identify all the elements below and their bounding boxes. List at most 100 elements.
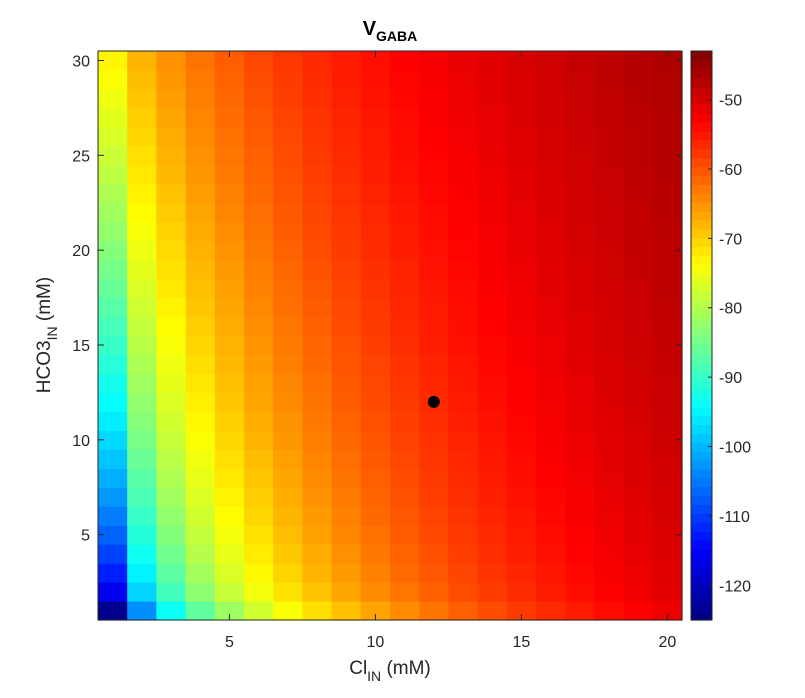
colorbar-segment [691, 424, 712, 434]
heatmap-cell [477, 392, 508, 412]
heatmap-cell [390, 164, 420, 185]
heatmap-cell [360, 240, 391, 261]
heatmap-cell [185, 392, 216, 412]
heatmap-cell [623, 392, 654, 412]
heatmap-cell [506, 51, 537, 71]
heatmap-cell [331, 582, 362, 602]
heatmap-cell [302, 468, 333, 488]
heatmap-cell [419, 449, 449, 469]
colorbar-segment [691, 326, 712, 337]
heatmap-cell [477, 145, 508, 166]
heatmap-cell [331, 430, 362, 450]
heatmap-cell [536, 316, 566, 337]
heatmap-cell [214, 183, 245, 204]
colorbar-tick-label: -50 [719, 93, 742, 110]
heatmap-cell [127, 278, 157, 299]
heatmap-cell [390, 278, 420, 299]
heatmap-cell [98, 392, 128, 412]
heatmap-cell [244, 563, 274, 583]
heatmap-cell [214, 506, 245, 526]
heatmap-cell [98, 335, 128, 356]
heatmap-cell [244, 468, 274, 488]
heatmap-cell [244, 51, 274, 71]
colorbar-tick-label: -100 [719, 440, 751, 457]
heatmap-cell [127, 51, 157, 71]
heatmap-cell [214, 544, 245, 564]
heatmap-cell [302, 297, 333, 318]
heatmap-cell [98, 525, 128, 545]
heatmap-cell [419, 259, 449, 280]
heatmap-cell [506, 126, 537, 147]
heatmap-cell [360, 525, 391, 545]
heatmap-cell [244, 297, 274, 318]
heatmap-cell [536, 51, 566, 71]
heatmap-cell [244, 202, 274, 223]
heatmap-cell [652, 468, 683, 488]
heatmap-cell [360, 601, 391, 621]
heatmap-cell [331, 202, 362, 223]
heatmap-cell [652, 202, 683, 223]
heatmap-cell [448, 430, 479, 450]
chart-title: VGABA [363, 18, 418, 44]
heatmap-cell [273, 69, 303, 90]
heatmap-cell [156, 487, 187, 507]
colorbar-segment [691, 184, 712, 194]
heatmap-cell [419, 487, 449, 507]
heatmap-cell [360, 335, 391, 356]
heatmap-cell [536, 202, 566, 223]
heatmap-cell [244, 335, 274, 356]
heatmap-cell [302, 449, 333, 469]
heatmap-cell [448, 69, 479, 90]
heatmap-cell [127, 373, 157, 393]
colorbar-tick-label: -60 [719, 162, 742, 179]
heatmap-cell [390, 506, 420, 526]
heatmap-cell [98, 468, 128, 488]
heatmap-cell [302, 525, 333, 545]
heatmap-cell [98, 506, 128, 526]
colorbar-segment [691, 388, 712, 399]
colorbar-segment [691, 335, 712, 345]
heatmap-cell [390, 525, 420, 545]
heatmap-cell [98, 297, 128, 318]
heatmap-cell [244, 316, 274, 337]
heatmap-cell [594, 316, 625, 337]
heatmap-cell [652, 525, 683, 545]
heatmap-cell [214, 563, 245, 583]
heatmap-cell [390, 563, 420, 583]
heatmap-cell [127, 316, 157, 337]
heatmap-cell [477, 164, 508, 185]
heatmap-cell [156, 449, 187, 469]
colorbar-segment [691, 95, 712, 105]
colorbar-segment [691, 371, 712, 381]
colorbar-segment [691, 548, 712, 559]
heatmap-cell [156, 88, 187, 109]
heatmap-cell [360, 164, 391, 185]
heatmap-cell [506, 240, 537, 261]
heatmap-cell [448, 107, 479, 128]
heatmap-cell [477, 525, 508, 545]
heatmap-cell [244, 145, 274, 166]
heatmap-cell [623, 88, 654, 109]
heatmap-cell [594, 373, 625, 393]
heatmap-cell [360, 316, 391, 337]
heatmap-cell [390, 183, 420, 204]
heatmap-cell [360, 259, 391, 280]
heatmap-cell [594, 487, 625, 507]
heatmap-cell [594, 335, 625, 356]
chart-title-subscript: GABA [376, 28, 417, 44]
heatmap-cell [185, 183, 216, 204]
colorbar-segment [691, 202, 712, 212]
heatmap-cell [331, 126, 362, 147]
colorbar-segment [691, 451, 712, 461]
heatmap-cell [448, 221, 479, 242]
colorbar-segment [691, 237, 712, 248]
y-tick-label: 5 [81, 528, 90, 545]
heatmap-cell [390, 544, 420, 564]
heatmap-cell [390, 88, 420, 109]
heatmap-cell [360, 107, 391, 128]
heatmap-cell [331, 316, 362, 337]
heatmap-cell [185, 278, 216, 299]
heatmap-cell [477, 69, 508, 90]
heatmap-cell [565, 259, 595, 280]
heatmap-cell [448, 373, 479, 393]
